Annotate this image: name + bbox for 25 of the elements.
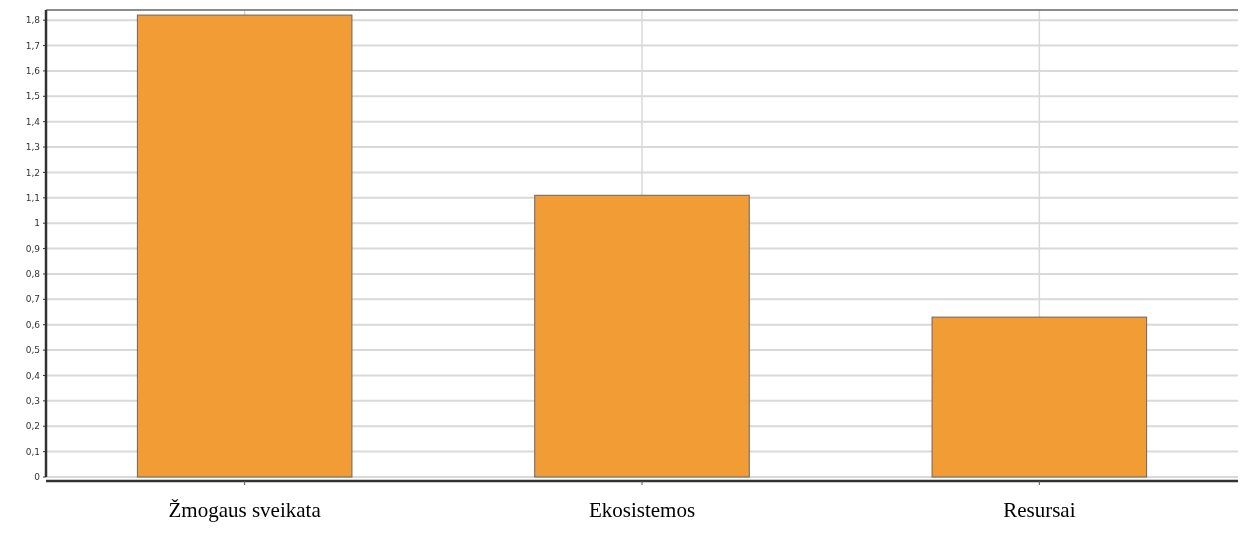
- y-tick-label: 1,6: [25, 66, 41, 77]
- y-tick-label: 1: [34, 218, 40, 229]
- bar: [136, 14, 353, 478]
- y-tick-label: 0,8: [25, 269, 41, 280]
- x-tick-label: Resursai: [1003, 498, 1076, 522]
- y-tick-label: 0,5: [25, 345, 40, 356]
- y-tick-label: 0,7: [25, 294, 40, 305]
- y-tick-label: 0,2: [25, 421, 40, 432]
- x-tick-label: Žmogaus sveikata: [168, 498, 322, 522]
- y-tick-label: 1,8: [25, 15, 41, 26]
- y-tick-label: 1,3: [25, 142, 40, 153]
- y-tick-label: 0: [34, 472, 41, 483]
- bar: [931, 316, 1148, 478]
- y-tick-label: 1,4: [25, 116, 41, 127]
- y-tick-label: 0,9: [25, 243, 41, 254]
- y-tick-label: 0,3: [25, 396, 40, 407]
- y-tick-label: 1,1: [25, 192, 40, 203]
- y-tick-label: 1,2: [25, 167, 40, 178]
- x-tick-label: Ekosistemos: [588, 498, 696, 522]
- y-tick-label: 0,1: [25, 446, 40, 457]
- y-tick-label: 1,7: [25, 40, 40, 51]
- y-tick-label: 0,4: [25, 370, 41, 381]
- bar: [534, 194, 750, 478]
- y-tick-label: 1,5: [25, 91, 40, 102]
- y-tick-label: 0,6: [25, 319, 41, 330]
